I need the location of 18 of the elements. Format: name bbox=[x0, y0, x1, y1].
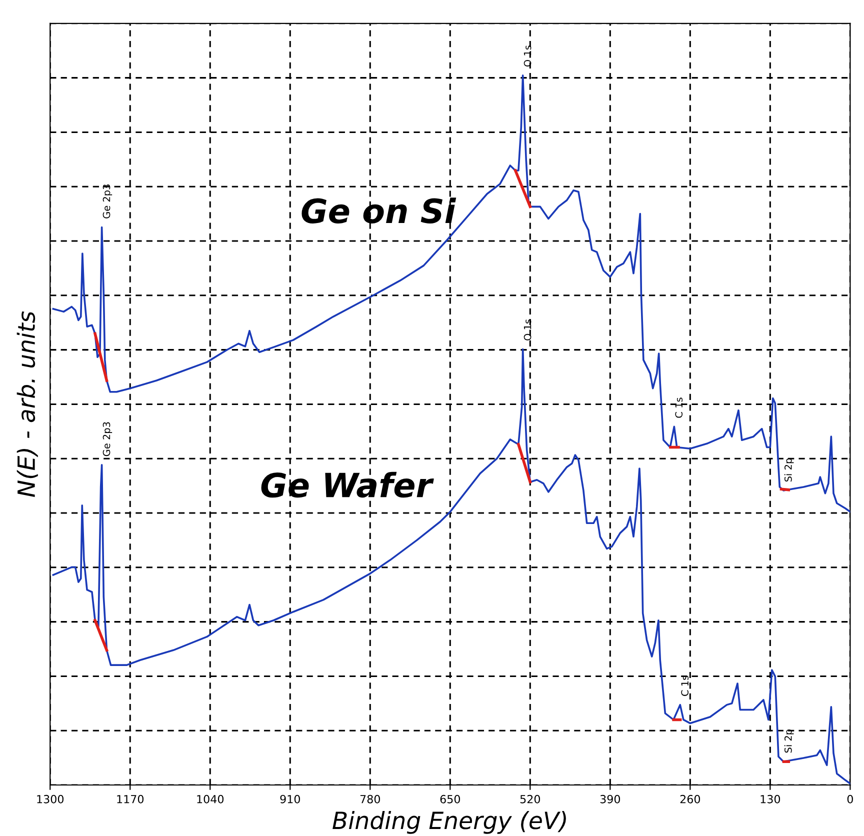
x-tick-label: 910 bbox=[280, 794, 300, 804]
x-tick-label: 260 bbox=[680, 794, 700, 804]
x-tick-label: 650 bbox=[440, 794, 460, 804]
x-tick-label: 520 bbox=[520, 794, 540, 804]
x-tick-label: 0 bbox=[847, 794, 853, 804]
series-label: Ge on Si bbox=[302, 198, 456, 224]
annotation: Ge 2p3 bbox=[102, 422, 112, 456]
y-axis-title: N(E) - arb. units bbox=[16, 311, 38, 497]
x-tick-label: 130 bbox=[760, 794, 780, 804]
x-tick-label: 1170 bbox=[117, 794, 144, 804]
x-tick-label: 1040 bbox=[197, 794, 224, 804]
annotation: Ge 2p3 bbox=[102, 184, 112, 218]
series-label: Ge Wafer bbox=[261, 472, 434, 498]
x-axis-title: Binding Energy (eV) bbox=[332, 811, 566, 834]
x-tick-label: 780 bbox=[360, 794, 380, 804]
annotation: Si 2p bbox=[784, 458, 794, 482]
x-tick-label: 1300 bbox=[37, 794, 64, 804]
x-tick-label: 390 bbox=[600, 794, 620, 804]
